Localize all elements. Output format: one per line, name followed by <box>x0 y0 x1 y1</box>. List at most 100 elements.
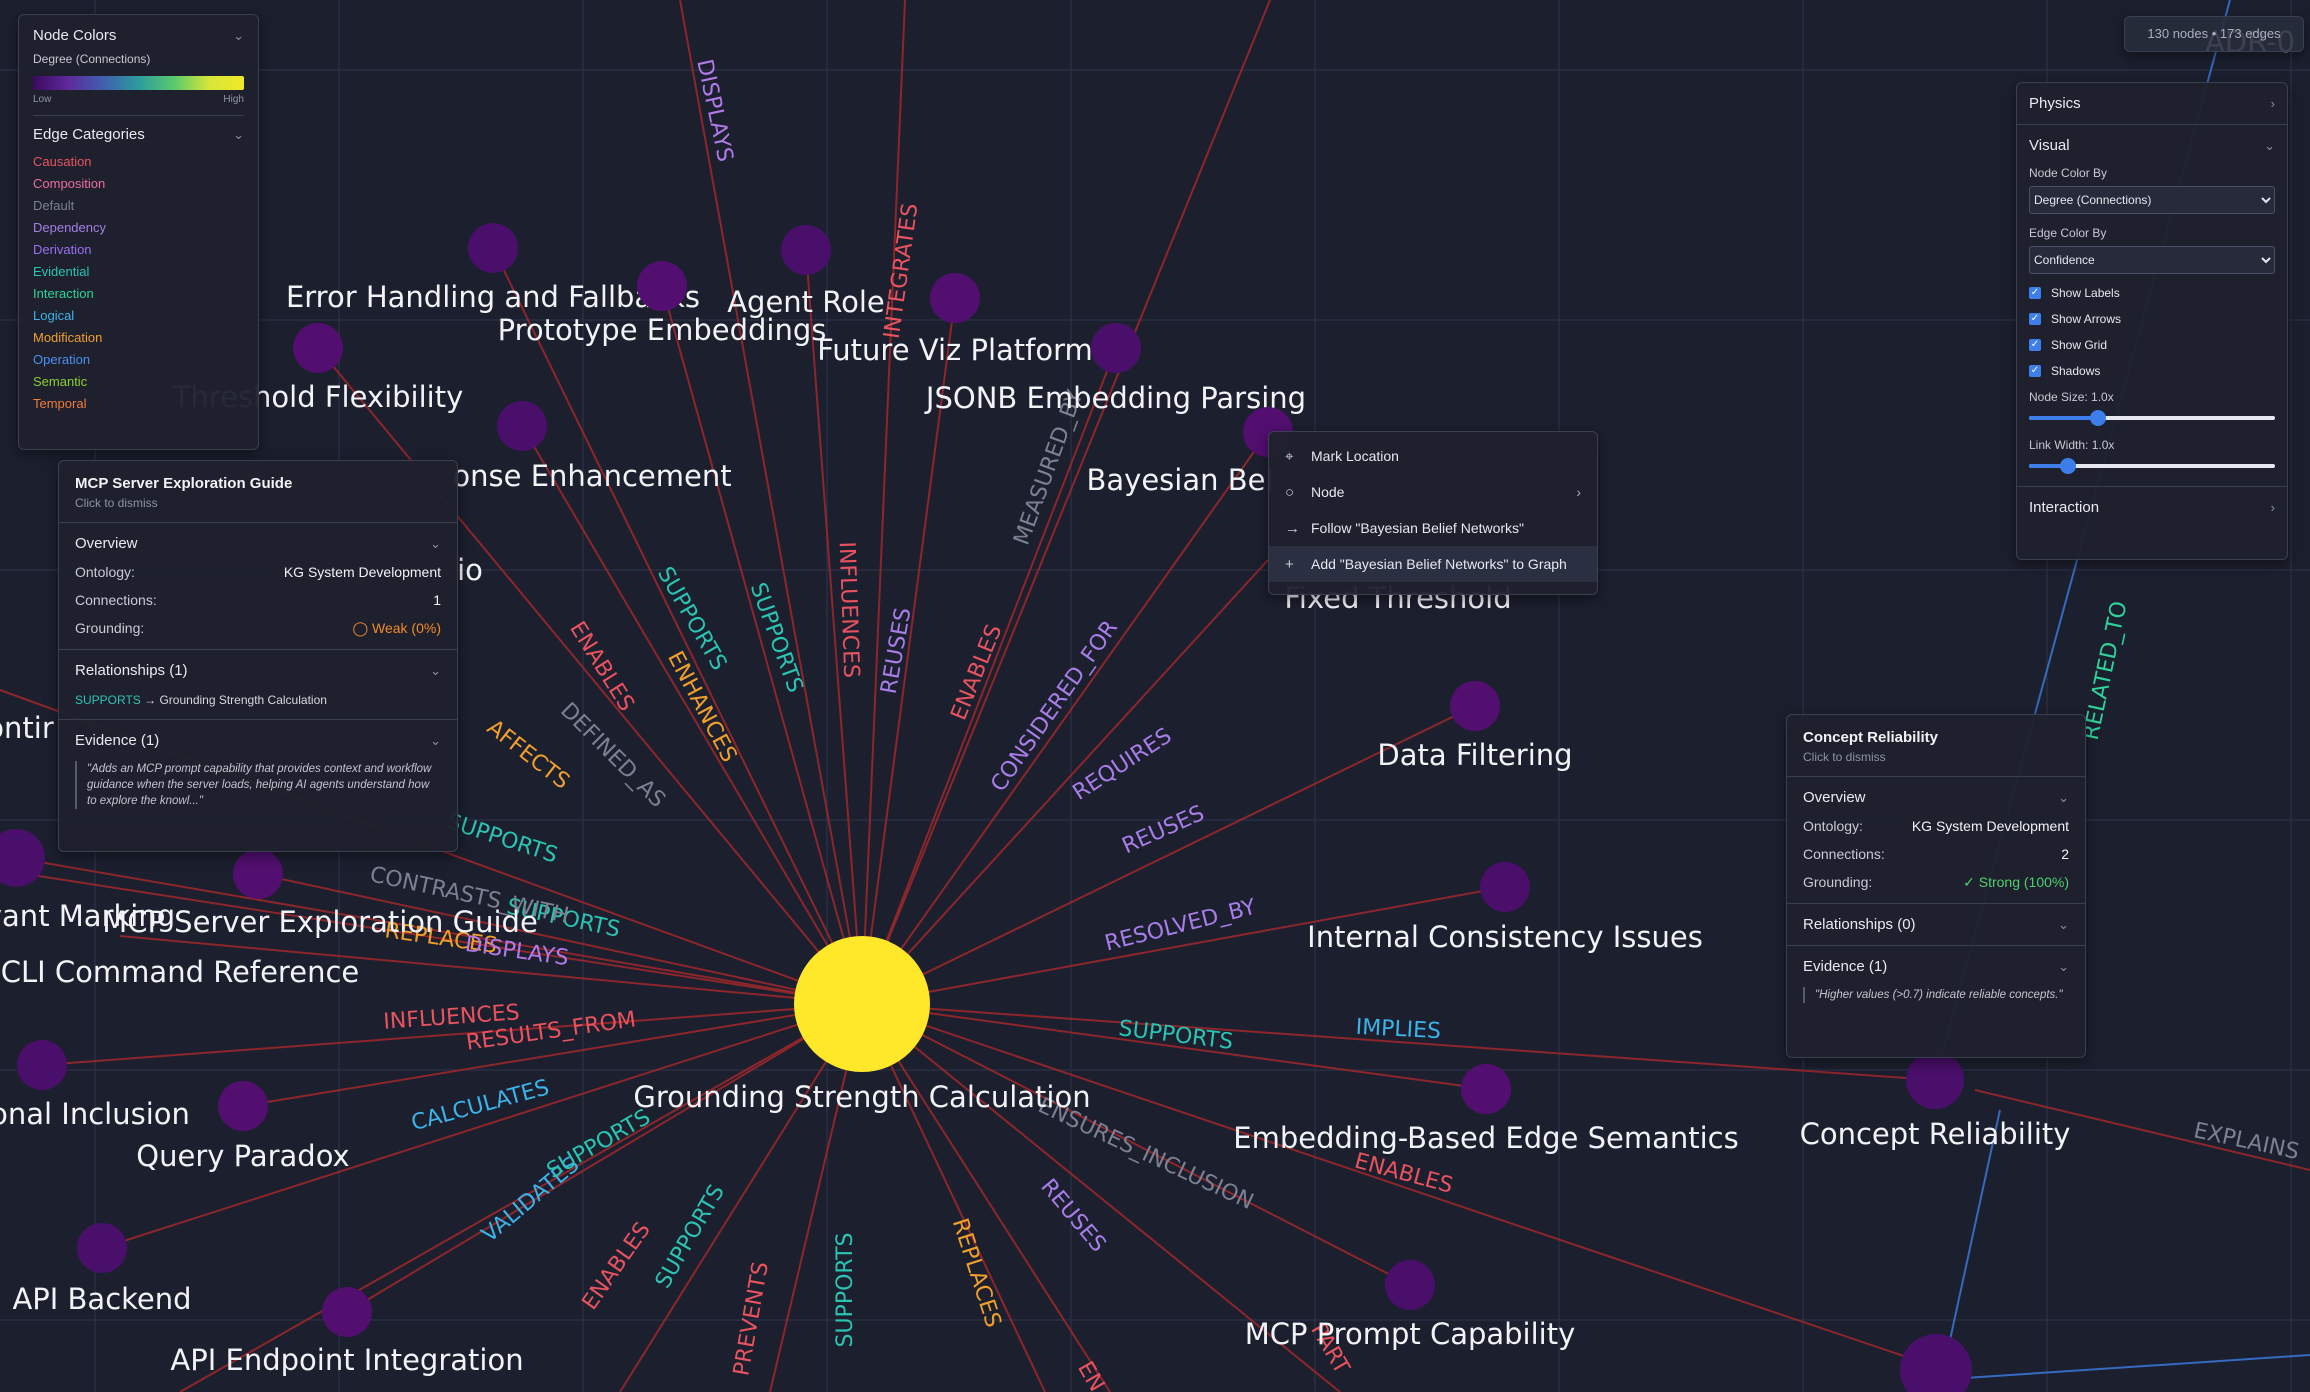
graph-node[interactable] <box>1480 862 1530 912</box>
context-menu[interactable]: ⌖ Mark Location ○ Node › → Follow "Bayes… <box>1268 431 1598 595</box>
link-width-slider[interactable] <box>2029 458 2275 474</box>
edge <box>861 431 1269 1005</box>
edge-category-derivation[interactable]: Derivation <box>33 242 92 257</box>
add-to-graph-item[interactable]: + Add "Bayesian Belief Networks" to Grap… <box>1269 546 1597 582</box>
edge-label: INFLUENCES <box>834 541 864 678</box>
node-label: Agent Role <box>727 285 885 319</box>
follow-node-item[interactable]: → Follow "Bayesian Belief Networks" <box>1269 510 1597 546</box>
edge <box>1949 1109 2001 1341</box>
relationship-item[interactable]: SUPPORTS → Grounding Strength Calculatio… <box>75 693 441 707</box>
edge-label: ENABLES <box>578 1218 656 1315</box>
edge-category-causation[interactable]: Causation <box>33 154 92 169</box>
graph-node[interactable] <box>0 829 45 887</box>
graph-node[interactable] <box>218 1081 268 1131</box>
node-info-panel-concept-reliability[interactable]: Concept Reliability Click to dismiss Ove… <box>1786 714 2086 1058</box>
link-width-slider-thumb[interactable] <box>2060 458 2077 474</box>
node-colors-title: Node Colors <box>33 27 117 44</box>
edge-category-default[interactable]: Default <box>33 198 75 213</box>
gradient-high: High <box>223 94 244 105</box>
graph-node[interactable] <box>322 1287 372 1337</box>
evidence-header[interactable]: Evidence (1) ⌄ <box>1803 958 2069 975</box>
node-label: Data Filtering <box>1377 738 1572 772</box>
edge-label: REUSES <box>877 606 917 696</box>
edge-category-evidential[interactable]: Evidential <box>33 264 90 279</box>
graph-node[interactable] <box>1906 1051 1964 1109</box>
edge-label: EN <box>1072 1357 1109 1392</box>
graph-node[interactable] <box>930 273 980 323</box>
show-labels-checkbox[interactable]: ✓ Show Labels <box>2029 286 2275 300</box>
chevron-down-icon: ⌄ <box>430 662 441 678</box>
relationships-header[interactable]: Relationships (0) ⌄ <box>1803 916 2069 933</box>
node-size-slider[interactable] <box>2029 410 2275 426</box>
node-color-by-select[interactable]: Degree (Connections) <box>2029 186 2275 214</box>
graph-node[interactable] <box>77 1223 127 1273</box>
edge-color-by-select[interactable]: Confidence <box>2029 246 2275 274</box>
edge-label: SUPPORTS <box>833 1232 858 1347</box>
overview-header[interactable]: Overview ⌄ <box>75 535 441 552</box>
graph-node[interactable] <box>497 401 547 451</box>
evidence-header[interactable]: Evidence (1) ⌄ <box>75 732 441 749</box>
show-grid-checkbox[interactable]: ✓ Show Grid <box>2029 338 2275 352</box>
node-label: MCP Server Exploration Guide <box>102 905 538 939</box>
node-label: io <box>457 553 483 587</box>
follow-node-label: Follow "Bayesian Belief Networks" <box>1311 520 1525 536</box>
visual-section-header[interactable]: Visual ⌄ <box>2029 137 2275 154</box>
settings-panel[interactable]: Physics › Visual ⌄ Node Color By Degree … <box>2016 82 2288 560</box>
relationship-type: SUPPORTS <box>75 693 141 707</box>
edge <box>861 297 956 1005</box>
overview-header[interactable]: Overview ⌄ <box>1803 789 2069 806</box>
check-icon: ✓ <box>2029 287 2041 299</box>
edge <box>861 347 1117 1005</box>
node-label: JSONB Embedding Parsing <box>924 381 1306 415</box>
edge-label: RELATED_TO <box>2079 599 2133 742</box>
physics-title: Physics <box>2029 95 2081 112</box>
link-width-label: Link Width: 1.0x <box>2029 438 2115 452</box>
relationships-header[interactable]: Relationships (1) ⌄ <box>75 662 441 679</box>
edge-category-semantic[interactable]: Semantic <box>33 374 88 389</box>
shadows-checkbox[interactable]: ✓ Shadows <box>2029 364 2275 378</box>
chevron-right-icon: › <box>1576 484 1581 500</box>
node-submenu-item[interactable]: ○ Node › <box>1269 474 1597 510</box>
node-label: onal Inclusion <box>0 1097 190 1131</box>
center-node[interactable] <box>794 936 930 1072</box>
interaction-section-header[interactable]: Interaction › <box>2029 499 2275 516</box>
overview-title: Overview <box>75 535 138 552</box>
graph-node[interactable] <box>1461 1064 1511 1114</box>
edge-category-modification[interactable]: Modification <box>33 330 103 345</box>
edge-category-logical[interactable]: Logical <box>33 308 75 323</box>
edge <box>179 1003 863 1392</box>
relationships-title: Relationships (0) <box>1803 916 1916 933</box>
physics-section-header[interactable]: Physics › <box>2029 95 2275 112</box>
overview-title: Overview <box>1803 789 1866 806</box>
node-label: vant Marking <box>0 899 175 933</box>
node-info-panel-mcp[interactable]: MCP Server Exploration Guide Click to di… <box>58 460 458 852</box>
graph-node[interactable] <box>293 323 343 373</box>
node-colors-header[interactable]: Node Colors ⌄ <box>33 27 244 44</box>
connections-label: Connections: <box>75 592 157 608</box>
edge-category-temporal[interactable]: Temporal <box>33 396 87 411</box>
graph-node[interactable] <box>468 223 518 273</box>
edge-category-dependency[interactable]: Dependency <box>33 220 106 235</box>
edge-category-operation[interactable]: Operation <box>33 352 91 367</box>
graph-node[interactable] <box>781 225 831 275</box>
graph-node[interactable] <box>1450 681 1500 731</box>
graph-node[interactable] <box>233 849 283 899</box>
show-arrows-checkbox[interactable]: ✓ Show Arrows <box>2029 312 2275 326</box>
node-size-slider-thumb[interactable] <box>2089 410 2106 426</box>
graph-node[interactable] <box>17 1040 67 1090</box>
graph-node[interactable] <box>1091 323 1141 373</box>
edge-color-by-label: Edge Color By <box>2029 226 2107 240</box>
graph-node[interactable] <box>1900 1334 1972 1392</box>
edge-category-interaction[interactable]: Interaction <box>33 286 94 301</box>
graph-node[interactable] <box>1385 1260 1435 1310</box>
node-label: CLI Command Reference <box>1 955 359 989</box>
edge <box>492 247 863 1005</box>
graph-node[interactable] <box>637 261 687 311</box>
edge <box>661 285 863 1005</box>
mark-location-item[interactable]: ⌖ Mark Location <box>1269 438 1597 474</box>
show-labels-label: Show Labels <box>2051 286 2120 300</box>
edge-category-composition[interactable]: Composition <box>33 176 106 191</box>
edge-categories-header[interactable]: Edge Categories ⌄ <box>33 126 244 143</box>
